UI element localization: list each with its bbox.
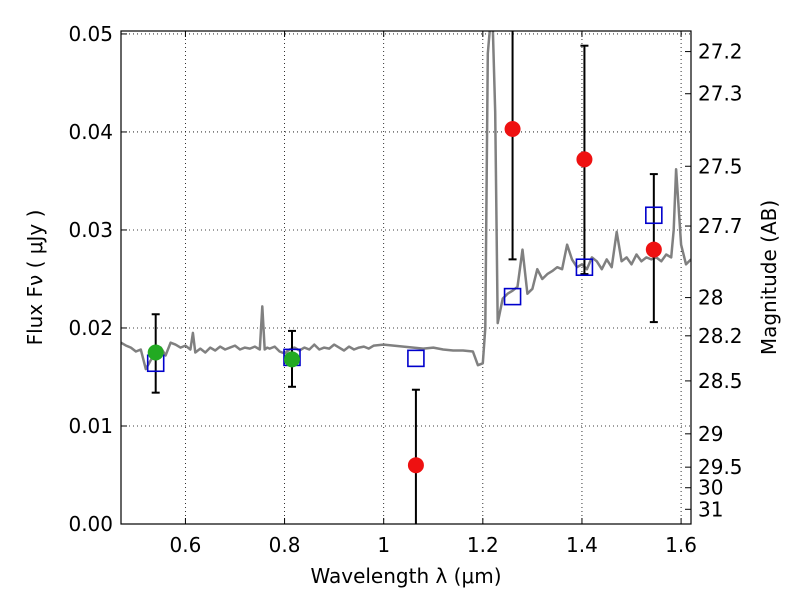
tick-marks	[121, 31, 691, 525]
right-tick-label: 27.5	[698, 154, 743, 178]
x-tick-label: 0.6	[170, 533, 202, 557]
spectrum-line	[121, 31, 691, 371]
x-tick-label: 1.4	[566, 533, 598, 557]
x-axis-label: Wavelength λ (μm)	[310, 564, 501, 588]
y-axis-right-label: Magnitude (AB)	[757, 200, 781, 355]
right-tick-label: 28.5	[698, 369, 743, 393]
x-tick-label: 1.6	[665, 533, 697, 557]
x-tick-label: 1.2	[467, 533, 499, 557]
right-tick-label: 30	[698, 476, 723, 500]
data-point	[284, 351, 300, 368]
data-point	[576, 151, 593, 168]
y-tick-label: 0.04	[68, 120, 113, 144]
y-tick-label: 0.00	[68, 512, 113, 536]
data-layer	[121, 31, 691, 524]
right-tick-label: 31	[698, 497, 723, 521]
right-tick-label: 27.7	[698, 214, 743, 238]
grid-lines	[121, 31, 691, 525]
y-tick-label: 0.02	[68, 316, 113, 340]
plot-frame	[120, 30, 692, 525]
data-point	[407, 457, 424, 474]
right-tick-label: 29	[698, 422, 723, 446]
data-point	[147, 344, 164, 361]
photometry-square	[407, 349, 425, 368]
right-tick-label: 28	[698, 286, 723, 310]
y-tick-label: 0.03	[68, 218, 113, 242]
right-tick-label: 27.3	[698, 82, 743, 106]
y-tick-label: 0.05	[68, 22, 113, 46]
right-tick-label: 29.5	[698, 455, 743, 479]
right-tick-label: 27.2	[698, 40, 743, 64]
x-tick-label: 0.8	[269, 533, 301, 557]
y-axis-label: Flux Fν ( μJy )	[23, 210, 47, 346]
data-point	[504, 121, 521, 138]
photometry-square	[645, 206, 663, 225]
y-tick-label: 0.01	[68, 414, 113, 438]
x-tick-label: 1	[377, 533, 390, 557]
photometry-square	[575, 258, 594, 277]
tick-labels: 0.6 0.8 1 1.2 1.4 1.6 0.00 0.01 0.02 0.03 0.04 0.05…	[68, 22, 742, 557]
photometry-square	[503, 287, 522, 306]
right-tick-label: 28.2	[698, 324, 743, 348]
data-point	[645, 241, 662, 258]
